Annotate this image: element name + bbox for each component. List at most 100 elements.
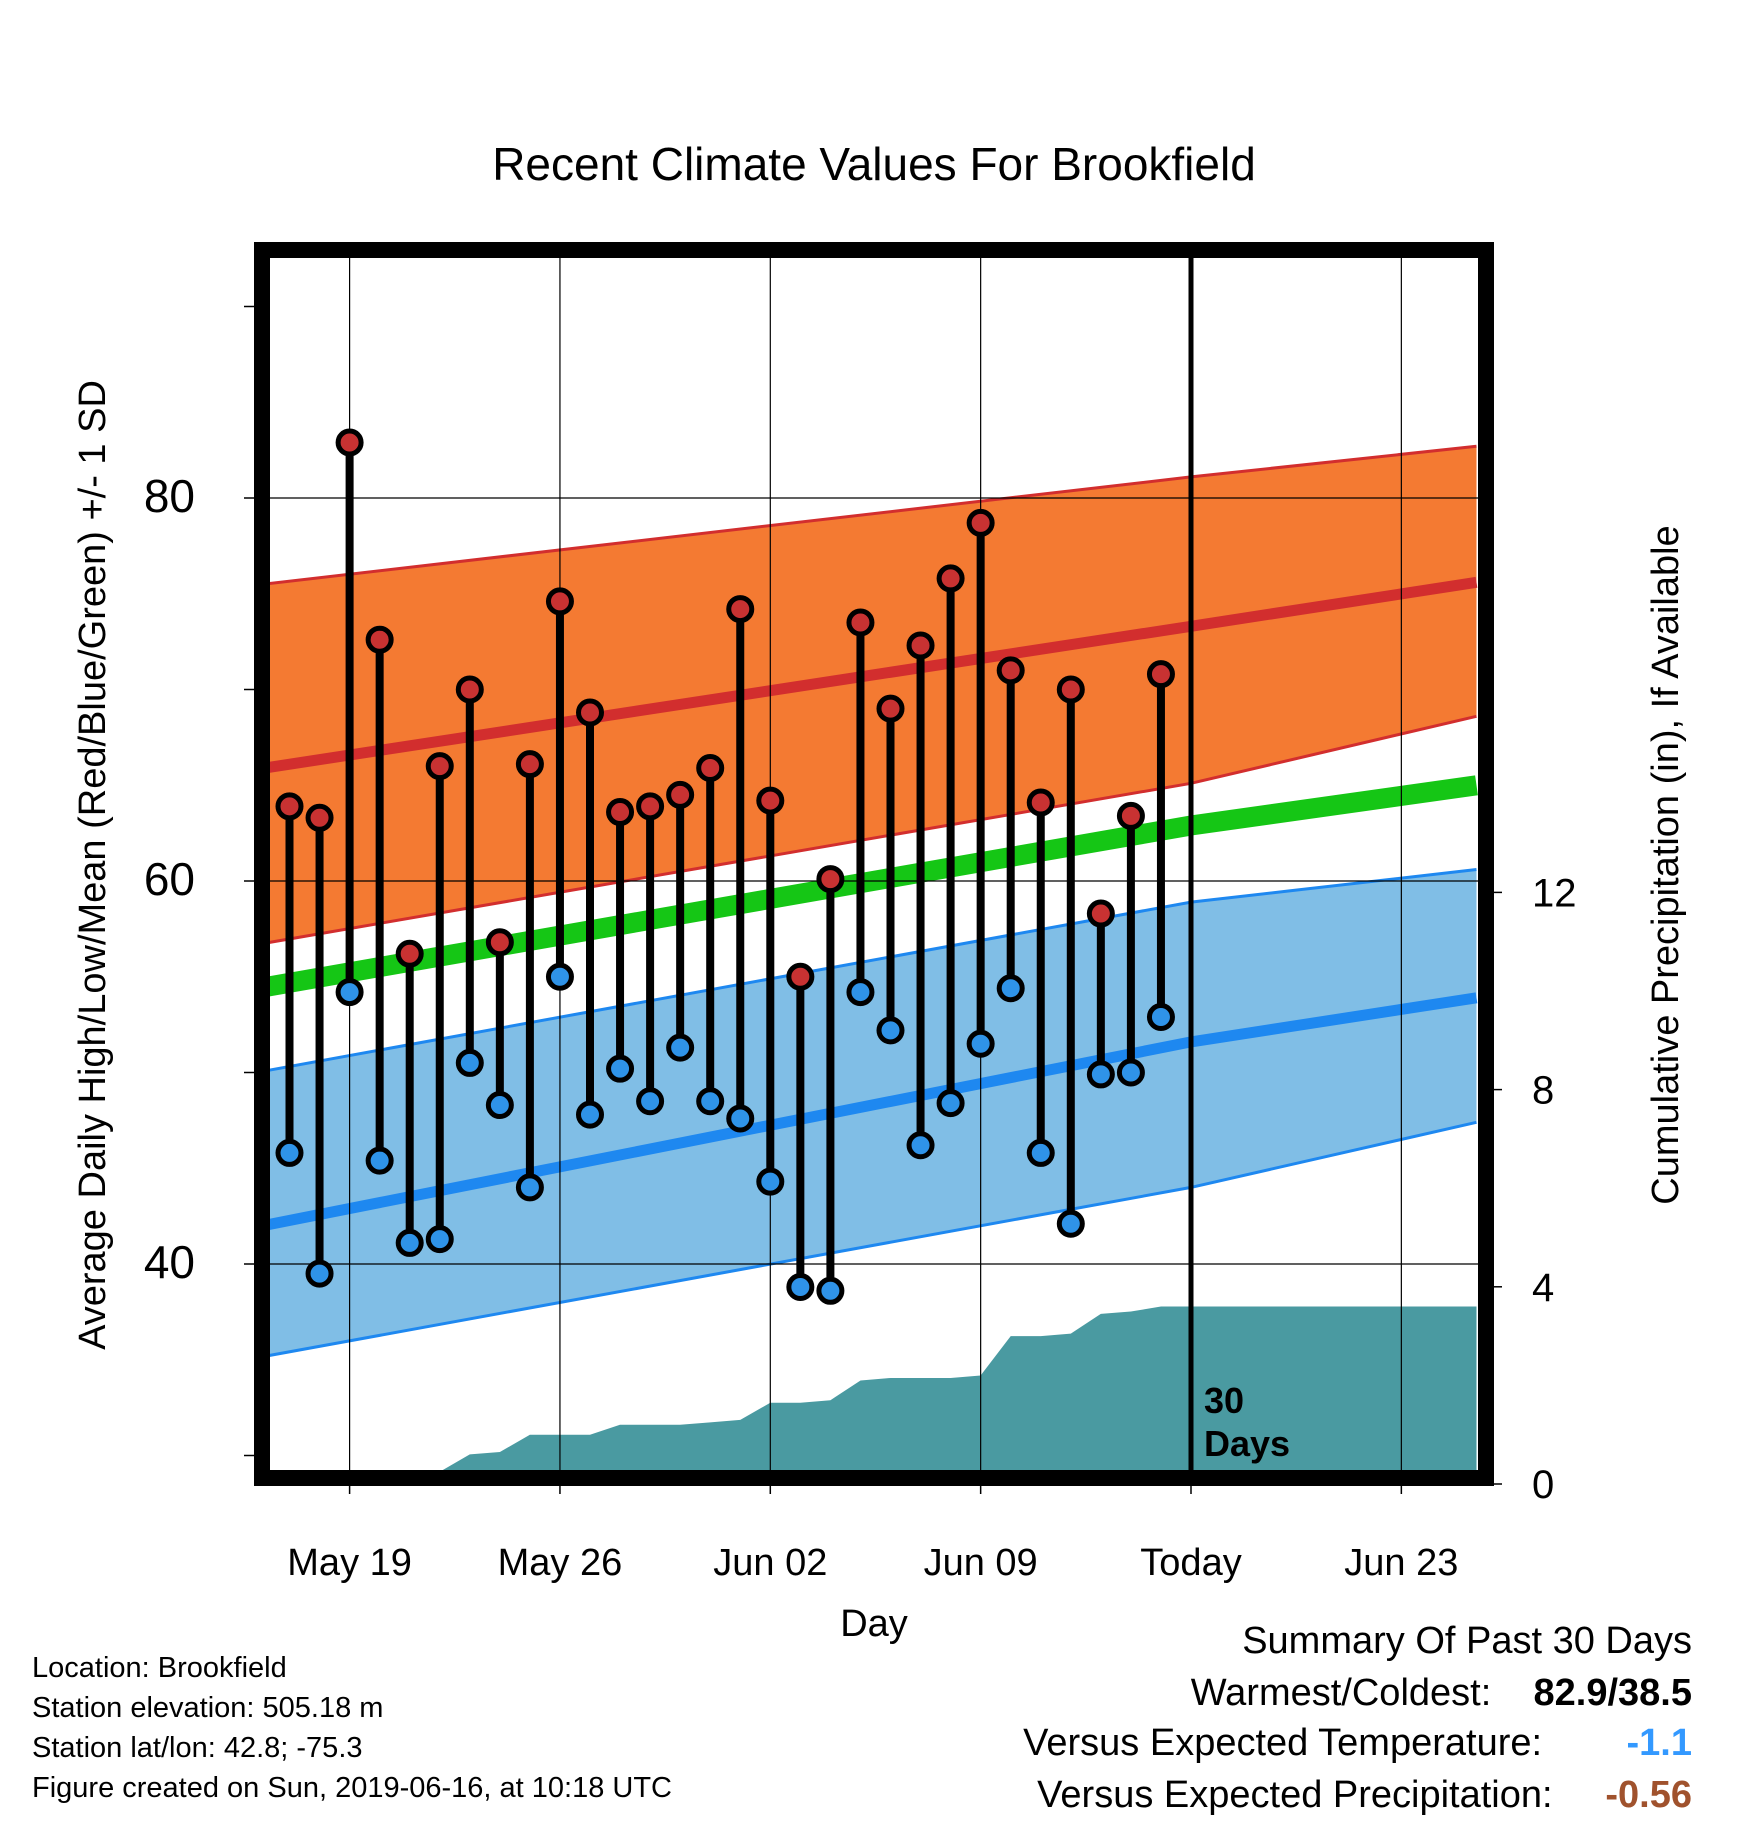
daily-high-point — [365, 625, 394, 654]
temp-value: -1.1 — [1626, 1722, 1692, 1764]
daily-low-point — [305, 1259, 334, 1288]
daily-low-point — [455, 1048, 484, 1077]
daily-high-point — [936, 564, 965, 593]
y2-tick-label: 12 — [1532, 871, 1577, 915]
x-tick-label: Jun 02 — [713, 1542, 827, 1584]
daily-low-point — [846, 978, 875, 1007]
summary-temp: Versus Expected Temperature: -1.1 — [1023, 1722, 1692, 1765]
daily-high-point — [906, 631, 935, 660]
x-tick-label: Jun 09 — [924, 1542, 1038, 1584]
daily-low-point — [515, 1173, 544, 1202]
y-tick-label: 60 — [144, 853, 195, 905]
daily-low-point — [966, 1029, 995, 1058]
info-elevation: Station elevation: 505.18 m — [32, 1692, 384, 1724]
daily-low-point — [395, 1228, 424, 1257]
daily-low-point — [696, 1087, 725, 1116]
daily-high-point — [726, 595, 755, 624]
daily-high-point — [275, 792, 304, 821]
daily-low-point — [606, 1054, 635, 1083]
daily-low-point — [1026, 1138, 1055, 1167]
daily-low-point — [365, 1146, 394, 1175]
info-location: Location: Brookfield — [32, 1652, 287, 1684]
daily-low-point — [1116, 1058, 1145, 1087]
summary-precip: Versus Expected Precipitation: -0.56 — [1037, 1774, 1692, 1817]
chart-title: Recent Climate Values For Brookfield — [492, 138, 1256, 190]
daily-high-point — [636, 792, 665, 821]
x-axis-label: Day — [840, 1603, 908, 1645]
high-band — [262, 446, 1477, 944]
y-tick-label: 80 — [144, 470, 195, 522]
plot-area: May 19 May 26 Jun 02 Jun 09 Today Jun 2340608… — [144, 242, 1577, 1584]
daily-high-point — [576, 698, 604, 727]
daily-high-point — [1116, 801, 1145, 830]
y2-tick-label: 0 — [1532, 1463, 1554, 1507]
precip-area — [349, 1306, 1477, 1478]
daily-high-point — [1086, 899, 1115, 928]
daily-low-point — [485, 1091, 514, 1120]
y-tick-label: 40 — [144, 1236, 195, 1288]
x-tick-label: Jun 23 — [1344, 1542, 1458, 1584]
temp-label: Versus Expected Temperature: — [1023, 1722, 1543, 1764]
daily-high-point — [606, 798, 635, 827]
low-band — [262, 869, 1477, 1357]
daily-low-point — [275, 1138, 304, 1167]
daily-high-point — [846, 608, 875, 637]
daily-low-point — [425, 1225, 454, 1254]
daily-high-point — [545, 587, 574, 616]
daily-high-point — [786, 962, 815, 991]
daily-high-point — [1056, 675, 1085, 704]
daily-high-point — [876, 694, 905, 723]
summary-title: Summary Of Past 30 Days — [1242, 1620, 1692, 1662]
x-tick-label: May 19 — [287, 1542, 412, 1584]
daily-low-point — [636, 1087, 665, 1116]
today-days-label: 30 — [1204, 1380, 1244, 1421]
daily-high-point — [696, 754, 725, 783]
y-axis-label: Average Daily High/Low/Mean (Red/Blue/Gr… — [72, 380, 114, 1350]
daily-high-point — [966, 508, 995, 537]
y2-tick-label: 8 — [1532, 1069, 1554, 1113]
summary-warmest: Warmest/Coldest: 82.9/38.5 — [1191, 1672, 1692, 1715]
daily-low-point — [576, 1100, 604, 1129]
daily-low-point — [936, 1089, 965, 1118]
plot-frame — [254, 242, 1494, 1486]
daily-low-point — [1146, 1002, 1175, 1031]
daily-low-point — [786, 1272, 815, 1301]
daily-high-point — [1026, 788, 1055, 817]
daily-low-point — [1086, 1060, 1115, 1089]
daily-low-point — [756, 1167, 785, 1196]
today-days-label: Days — [1204, 1423, 1290, 1464]
daily-low-point — [996, 974, 1025, 1003]
daily-low-point — [876, 1016, 905, 1045]
daily-low-point — [726, 1104, 755, 1133]
daily-low-point — [335, 978, 364, 1007]
daily-high-point — [305, 803, 334, 832]
daily-low-point — [666, 1033, 695, 1062]
x-tick-label: Today — [1140, 1542, 1241, 1584]
daily-low-point — [545, 962, 574, 991]
daily-high-point — [816, 865, 845, 894]
daily-high-point — [335, 428, 364, 457]
y2-axis-label: Cumulative Precipitation (in), If Availa… — [1645, 525, 1687, 1204]
daily-low-point — [1056, 1209, 1085, 1238]
warmest-value: 82.9/38.5 — [1533, 1672, 1692, 1714]
daily-high-point — [485, 928, 514, 957]
warmest-label: Warmest/Coldest: — [1190, 1672, 1492, 1714]
daily-high-point — [996, 656, 1025, 685]
precip-label: Versus Expected Precipitation: — [1037, 1774, 1553, 1816]
y2-tick-label: 4 — [1532, 1266, 1554, 1310]
precip-value: -0.56 — [1605, 1774, 1692, 1816]
info-created: Figure created on Sun, 2019-06-16, at 10… — [32, 1772, 672, 1804]
daily-high-point — [756, 786, 785, 815]
daily-high-point — [666, 780, 695, 809]
x-tick-label: May 26 — [498, 1542, 623, 1584]
daily-high-point — [425, 752, 454, 781]
daily-low-point — [906, 1131, 935, 1160]
daily-low-point — [816, 1276, 845, 1305]
daily-high-point — [455, 675, 484, 704]
daily-high-point — [1146, 660, 1175, 689]
daily-high-point — [395, 939, 424, 968]
station-info: Location: Brookfield Station elevation: … — [32, 1648, 672, 1808]
daily-high-point — [515, 750, 544, 779]
info-latlon: Station lat/lon: 42.8; -75.3 — [32, 1732, 363, 1764]
